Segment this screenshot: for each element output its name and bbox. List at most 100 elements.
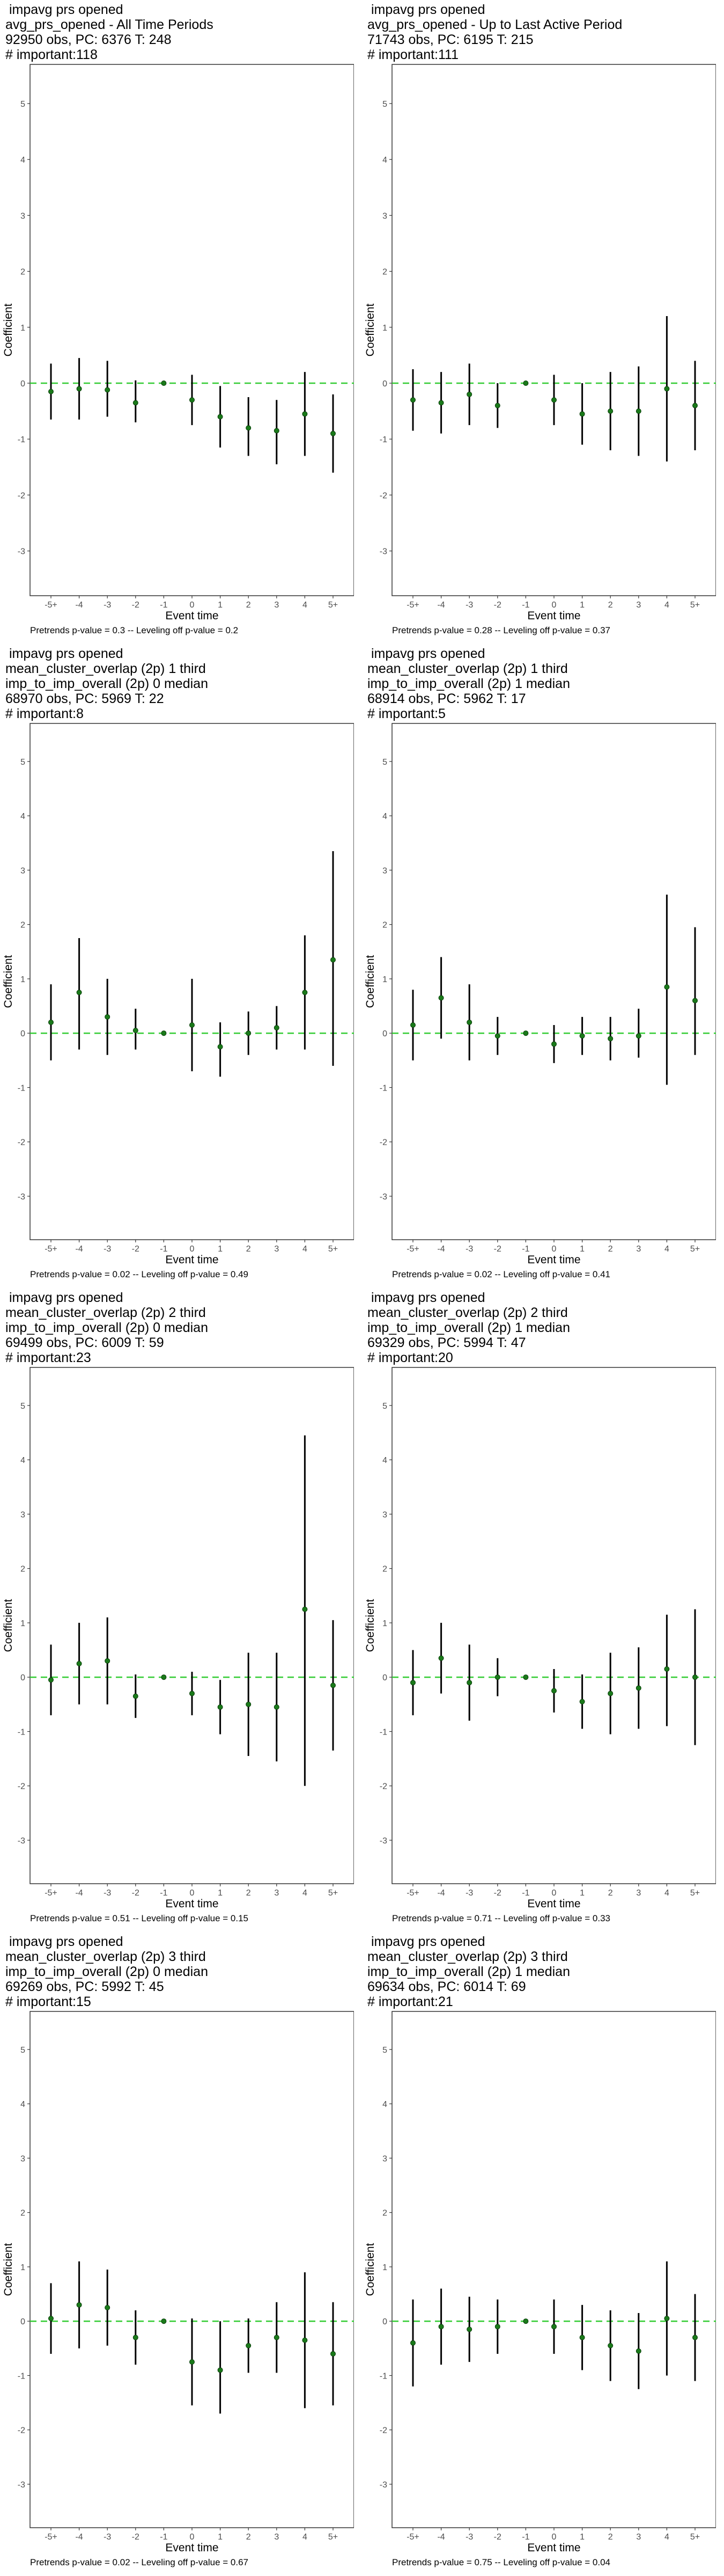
x-tick-label: 3: [274, 1245, 279, 1254]
data-point: [330, 430, 336, 436]
x-axis-label: Event time: [165, 1898, 218, 1910]
x-tick-label: -3: [104, 601, 111, 610]
x-tick-label: 4: [302, 601, 307, 610]
x-tick-label: 0: [552, 2533, 557, 2542]
y-tick-label: 3: [20, 211, 25, 221]
p-value-footer: Pretrends p-value = 0.28 -- Leveling off…: [392, 625, 610, 635]
p-value-footer: Pretrends p-value = 0.75 -- Leveling off…: [392, 2557, 610, 2567]
data-point: [410, 1022, 416, 1028]
data-point: [302, 1606, 308, 1612]
data-point: [76, 1660, 82, 1666]
data-point: [48, 2316, 54, 2322]
x-tick-label: -2: [132, 1889, 139, 1898]
chart-panel: impavg prs opened mean_cluster_overlap (2…: [362, 644, 716, 1288]
y-tick-label: -1: [18, 2372, 25, 2381]
chart-plot: -3 -2 -1 0 1 2 3 4 5 -5+ -4 -3 -2 -1 0 1 2 3 4 5+ Event time…: [2, 723, 354, 1266]
x-tick-label: 0: [552, 1889, 557, 1898]
x-tick-label: 3: [636, 2533, 641, 2542]
data-point: [132, 2334, 138, 2340]
title-line: impavg prs opened: [367, 1934, 485, 1949]
x-tick-label: 1: [218, 1889, 223, 1898]
data-point: [246, 425, 252, 431]
data-point: [105, 387, 110, 393]
x-tick-label: 3: [274, 1889, 279, 1898]
chart-plot: -3 -2 -1 0 1 2 3 4 5 -5+ -4 -3 -2 -1 0 1 2 3 4 5+ Event time…: [364, 2011, 716, 2554]
data-point: [217, 2367, 223, 2373]
y-tick-label: -2: [380, 1138, 387, 1147]
title-line: imp_to_imp_overall (2p) 1 median: [367, 676, 570, 691]
chart-plot: -3 -2 -1 0 1 2 3 4 5 -5+ -4 -3 -2 -1 0 1 2 3 4 5+ Event time…: [364, 723, 716, 1266]
y-axis-label: Coefficient: [364, 1599, 376, 1652]
title-line: imp_to_imp_overall (2p) 0 median: [5, 1320, 208, 1335]
data-point: [246, 1701, 252, 1707]
data-point: [523, 2318, 529, 2324]
x-tick-label: -5+: [407, 2533, 419, 2542]
title-line: imp_to_imp_overall (2p) 0 median: [5, 1964, 208, 1979]
x-axis-label: Event time: [165, 2542, 218, 2554]
x-tick-label: 1: [580, 1245, 585, 1254]
x-tick-label: -2: [132, 2533, 139, 2542]
y-tick-label: 4: [382, 812, 387, 821]
y-tick-label: -3: [18, 547, 25, 557]
y-tick-label: 2: [20, 2209, 25, 2218]
y-tick-label: 4: [20, 1456, 25, 1465]
x-tick-label: -2: [494, 2533, 501, 2542]
data-point: [105, 2304, 110, 2310]
y-tick-label: -1: [18, 1084, 25, 1093]
data-point: [438, 995, 444, 1001]
x-tick-label: -2: [494, 1245, 501, 1254]
x-tick-label: -1: [522, 1245, 529, 1254]
title-line: 69499 obs, PC: 6009 T: 59: [5, 1335, 164, 1350]
y-tick-label: 1: [20, 1619, 25, 1628]
data-point: [636, 408, 641, 414]
chart-title: impavg prs opened mean_cluster_overlap (2…: [367, 1934, 711, 2009]
x-axis-label: Event time: [527, 1898, 580, 1910]
y-tick-label: 0: [382, 379, 387, 389]
title-line: 69269 obs, PC: 5992 T: 45: [5, 1979, 164, 1994]
x-tick-label: -5+: [45, 601, 57, 610]
x-tick-label: -2: [494, 1889, 501, 1898]
data-point: [551, 1688, 557, 1694]
y-tick-label: 2: [20, 1565, 25, 1574]
chart-title: impavg prs opened mean_cluster_overlap (2…: [367, 646, 711, 721]
data-point: [132, 400, 138, 406]
chart-plot: -3 -2 -1 0 1 2 3 4 5 -5+ -4 -3 -2 -1 0 1 2 3 4 5+ Event time…: [364, 1367, 716, 1910]
x-axis-label: Event time: [527, 1254, 580, 1266]
x-tick-label: -3: [466, 601, 473, 610]
x-tick-label: -1: [522, 601, 529, 610]
y-axis-label: Coefficient: [2, 955, 14, 1008]
y-tick-label: 2: [20, 268, 25, 277]
x-tick-label: -4: [75, 601, 83, 610]
title-line: 68914 obs, PC: 5962 T: 17: [367, 691, 526, 706]
y-tick-label: -1: [380, 1084, 387, 1093]
x-tick-label: -5+: [407, 1245, 419, 1254]
data-point: [579, 1699, 585, 1704]
x-tick-label: 4: [664, 601, 669, 610]
data-point: [664, 2316, 670, 2322]
y-axis-label: Coefficient: [364, 303, 376, 356]
x-tick-label: 2: [246, 601, 251, 610]
title-line: impavg prs opened: [5, 1934, 123, 1949]
x-tick-label: 3: [636, 601, 641, 610]
y-tick-label: -3: [18, 1836, 25, 1846]
x-tick-label: -4: [437, 1245, 445, 1254]
data-point: [523, 1030, 529, 1036]
y-tick-label: -2: [18, 2426, 25, 2435]
x-tick-label: -3: [466, 1889, 473, 1898]
y-tick-label: -3: [380, 1836, 387, 1846]
y-tick-label: 0: [20, 1029, 25, 1038]
x-tick-label: 0: [552, 1245, 557, 1254]
data-point: [330, 2351, 336, 2357]
y-tick-label: 4: [20, 812, 25, 821]
x-tick-label: 5+: [690, 2533, 700, 2542]
data-point: [551, 1041, 557, 1047]
y-tick-label: 5: [382, 758, 387, 767]
y-tick-label: 4: [382, 2100, 387, 2109]
title-line: 68970 obs, PC: 5969 T: 22: [5, 691, 164, 706]
x-tick-label: 5+: [690, 601, 700, 610]
x-tick-label: 4: [664, 1889, 669, 1898]
y-tick-label: 3: [20, 1510, 25, 1519]
data-point: [48, 1019, 54, 1025]
data-point: [664, 386, 670, 392]
y-tick-label: 2: [382, 2209, 387, 2218]
